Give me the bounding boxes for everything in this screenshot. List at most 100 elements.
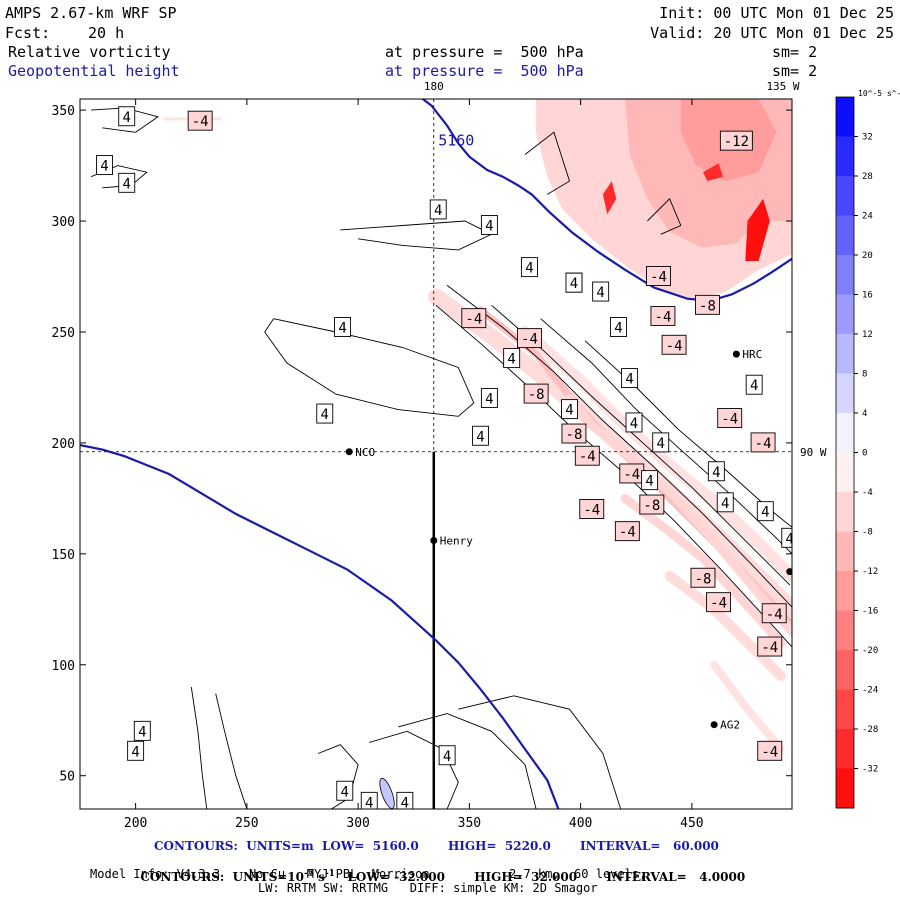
- contour-label-box: [480, 215, 498, 235]
- contour-label-33: 4: [712, 465, 720, 481]
- vorticity-contour-11: [317, 744, 359, 809]
- contour-label-29: 4: [476, 429, 484, 445]
- contour-label-box: [561, 423, 587, 444]
- colorbar-segment: [836, 689, 854, 730]
- parallel-90w-label: 90 W: [800, 446, 827, 459]
- contour-label-19: 4: [507, 352, 515, 368]
- vort-info-part-b: s: [314, 870, 325, 884]
- contour-label-box: [438, 745, 456, 766]
- contour-label-box: [750, 432, 776, 453]
- vorticity-contour-5: [446, 285, 792, 608]
- field2-pressure: at pressure = 500 hPa: [385, 62, 584, 80]
- contour-label-box: [641, 470, 659, 491]
- contour-label-24: 4: [750, 378, 758, 394]
- vorticity-band-6: [710, 660, 785, 754]
- contour-label-48: 4: [443, 749, 451, 765]
- contour-label-box: [706, 592, 732, 613]
- colorbar-label--12: -12: [862, 567, 878, 577]
- y-tick-label-50: 50: [59, 770, 75, 785]
- forecast-label: Fcst:: [5, 24, 51, 42]
- vorticity-peak-2: [602, 181, 617, 215]
- colorbar-segment: [836, 334, 854, 374]
- stations: NCO Henry HRC AG2: [345, 348, 792, 732]
- contour-label-36: 4: [721, 496, 729, 512]
- vorticity-contour-13: [398, 713, 537, 809]
- contour-label-17: 4: [614, 321, 622, 337]
- positive-vorticity-blob: [379, 777, 395, 809]
- station-label-henry: Henry: [440, 535, 473, 548]
- contour-label-4: -12: [724, 134, 749, 150]
- colorbar-label-24: 24: [862, 212, 873, 222]
- contour-label-12: -8: [699, 298, 716, 314]
- contour-label-box: [461, 308, 487, 329]
- colorbar-label--4: -4: [862, 488, 873, 498]
- vort-info-exp1: -5: [304, 869, 314, 879]
- colorbar-label--16: -16: [862, 607, 878, 617]
- contour-label-14: 4: [338, 321, 346, 337]
- contour-label-10: 4: [596, 285, 604, 301]
- contour-label-44: -4: [766, 607, 783, 623]
- contour-label-box: [621, 368, 639, 389]
- colorbar-units: 10^-5 s^-1: [858, 89, 900, 98]
- vorticity-contour-10: [215, 693, 248, 809]
- vorticity-contour-15: [524, 131, 571, 195]
- colorbar-segment: [836, 452, 854, 493]
- contour-label-box: [127, 740, 145, 761]
- vorticity-peak-1: [745, 198, 770, 261]
- contour-label-46: 4: [138, 724, 146, 740]
- contour-label-box: [517, 328, 542, 349]
- colorbar-segment: [836, 215, 854, 256]
- vorticity-band-3: [565, 394, 792, 636]
- contour-label-box: [334, 317, 351, 337]
- contour-label-2: 4: [123, 176, 131, 192]
- contour-label-7: 4: [525, 261, 533, 277]
- colorbar-label--28: -28: [862, 725, 878, 735]
- lat-lon-grid: [80, 99, 792, 809]
- axes: 200 250 300 350 400 450 50 100 150 200 250 300 350: [52, 99, 792, 831]
- contour-label-45: -4: [761, 640, 778, 656]
- colorbar-segment: [836, 413, 854, 453]
- contour-label-52: 4: [401, 795, 409, 811]
- contour-label-box: [521, 257, 538, 278]
- contour-label-box: [592, 281, 610, 302]
- contour-label-31: -4: [755, 436, 772, 452]
- physics-info: LW: RRTM SW: RRTMG DIFF: simple KM: 2D S…: [258, 881, 598, 895]
- contour-label-box: [472, 425, 489, 446]
- contour-label-box: [695, 294, 720, 315]
- contour-label-box: [360, 791, 378, 809]
- contour-label-27: 4: [630, 416, 638, 432]
- colorbar-segment: [836, 255, 854, 295]
- model-title: AMPS 2.67-km WRF SP: [5, 4, 177, 22]
- station-marker: [345, 448, 353, 456]
- colorbar-label-0: 0: [862, 449, 867, 459]
- colorbar-segment: [836, 571, 854, 611]
- vorticity-contour-6: [491, 304, 791, 586]
- contour-label-34: -4: [623, 467, 640, 483]
- vorticity-contour-16: [647, 198, 682, 235]
- vorticity-contour-info: CONTOURS: UNITS=10-5 s-1 LOW= -32.000 HI…: [132, 853, 745, 884]
- contour-label-box: [574, 445, 600, 466]
- contour-label-box: [716, 492, 734, 513]
- contour-label-37: -8: [643, 498, 660, 514]
- contour-label-box: [781, 527, 792, 548]
- contour-label-21: -8: [528, 387, 545, 403]
- station-label-hrc: HRC: [742, 348, 762, 361]
- grid-labels: 180 135 W 90 W: [424, 80, 827, 459]
- colorbar-label-20: 20: [862, 251, 873, 261]
- contour-label-box: [614, 521, 640, 542]
- contour-label-box: [316, 403, 334, 424]
- contour-label-23: 4: [625, 372, 633, 388]
- contour-label-box: [503, 348, 521, 369]
- contour-label-16: -4: [521, 332, 538, 348]
- station-marker: [786, 568, 792, 576]
- height-contour-0: [80, 444, 560, 809]
- contour-label-13: -4: [655, 309, 672, 325]
- station-label-nco: NCO: [355, 446, 375, 459]
- contour-label-43: -4: [710, 596, 727, 612]
- colorbar-segment: [836, 729, 854, 769]
- contour-label-box: [652, 432, 670, 453]
- contour-label-box: [133, 720, 151, 741]
- contour-label-box: [429, 199, 447, 220]
- y-tick-label-150: 150: [52, 548, 75, 563]
